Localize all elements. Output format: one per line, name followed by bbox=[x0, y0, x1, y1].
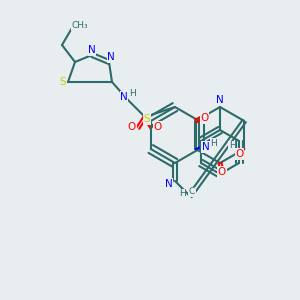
Text: H: H bbox=[229, 142, 236, 151]
Text: CH₃: CH₃ bbox=[72, 22, 88, 31]
Text: N: N bbox=[165, 179, 173, 189]
Text: N: N bbox=[216, 95, 224, 105]
Text: H: H bbox=[210, 139, 217, 148]
Text: O: O bbox=[154, 122, 162, 132]
Text: H: H bbox=[129, 88, 135, 98]
Text: O: O bbox=[218, 167, 226, 177]
Text: N: N bbox=[107, 52, 115, 62]
Text: H: H bbox=[178, 190, 185, 199]
Text: S: S bbox=[60, 77, 66, 87]
Text: C: C bbox=[189, 188, 195, 196]
Text: N: N bbox=[202, 142, 210, 152]
Text: S: S bbox=[144, 114, 150, 124]
Text: O: O bbox=[128, 122, 136, 132]
Text: N: N bbox=[120, 92, 128, 102]
Text: N: N bbox=[88, 45, 96, 55]
Text: O: O bbox=[235, 149, 243, 159]
Text: O: O bbox=[201, 113, 209, 123]
